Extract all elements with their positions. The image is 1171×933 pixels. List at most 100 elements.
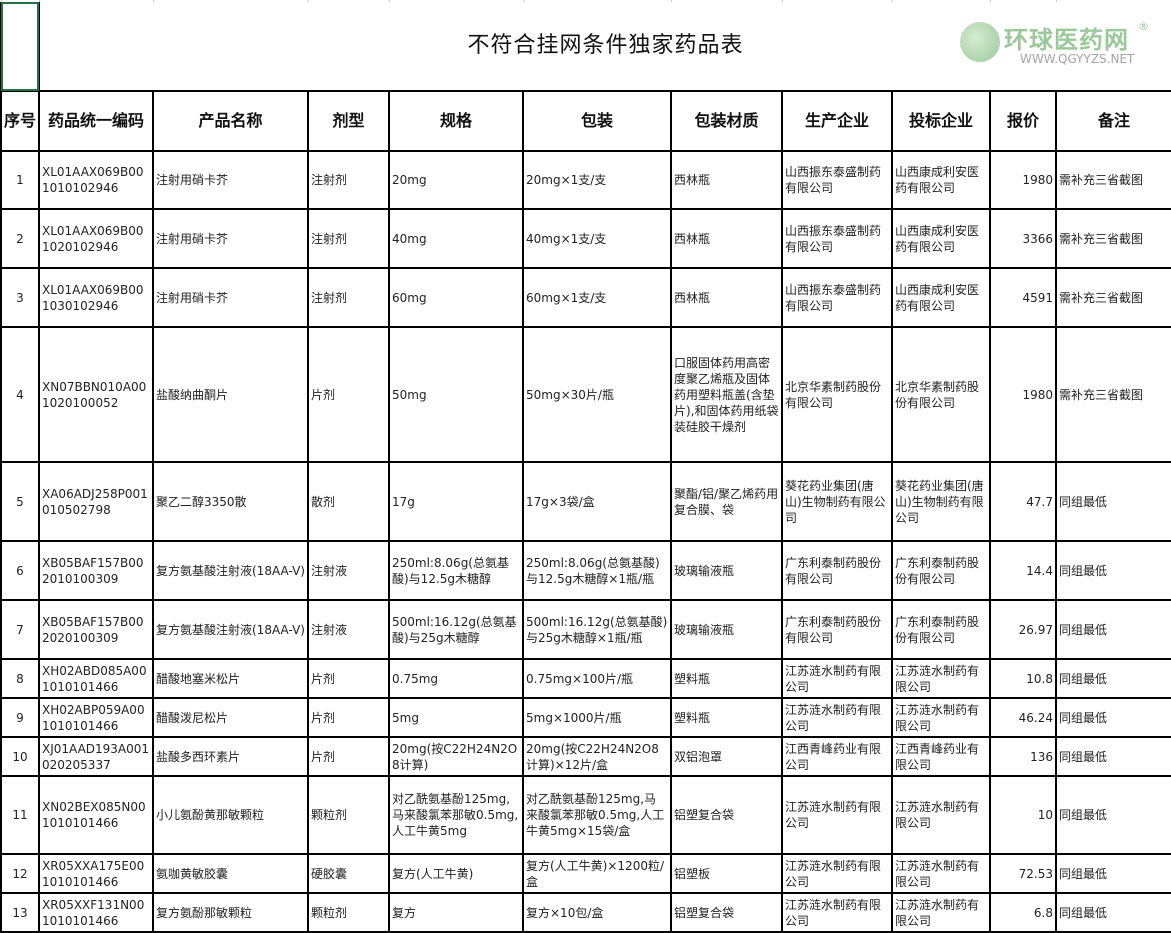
cell-form[interactable]: 片剂 xyxy=(307,697,390,738)
cell-maker[interactable]: 江苏涟水制药有限公司 xyxy=(781,775,893,855)
cell-bidder[interactable]: 山西康成利安医药有限公司 xyxy=(891,267,991,328)
cell-code[interactable]: XB05BAF157B002020100309 xyxy=(38,599,154,660)
cell-bidder[interactable]: 江苏涟水制药有限公司 xyxy=(891,658,991,699)
cell-code[interactable]: XN02BEX085N001010101466 xyxy=(38,775,154,855)
cell-name[interactable]: 复方氨酚那敏颗粒 xyxy=(152,892,309,933)
cell-pack[interactable]: 500ml:16.12g(总氨基酸)与25g木糖醇×1瓶/瓶 xyxy=(522,599,672,660)
cell-bidder[interactable]: 山西康成利安医药有限公司 xyxy=(891,208,991,269)
cell-pack[interactable]: 50mg×30片/瓶 xyxy=(522,326,672,463)
cell-bidder[interactable]: 江苏涟水制药有限公司 xyxy=(891,853,991,894)
cell-name[interactable]: 注射用硝卡芥 xyxy=(152,267,309,328)
cell-material[interactable]: 口服固体药用高密度聚乙烯瓶及固体药用塑料瓶盖(含垫片),和固体药用纸袋装硅胶干燥… xyxy=(670,326,783,463)
cell-form[interactable]: 散剂 xyxy=(307,461,390,542)
cell-maker[interactable]: 山西振东泰盛制药有限公司 xyxy=(781,267,893,328)
cell-price[interactable]: 10 xyxy=(989,775,1057,855)
cell-bidder[interactable]: 北京华素制药股份有限公司 xyxy=(891,326,991,463)
cell-note[interactable]: 同组最低 xyxy=(1055,540,1171,601)
cell-pack[interactable]: 17g×3袋/盒 xyxy=(522,461,672,542)
cell-bidder[interactable]: 江苏涟水制药有限公司 xyxy=(891,775,991,855)
cell-form[interactable]: 片剂 xyxy=(307,326,390,463)
header-pack[interactable]: 包装 xyxy=(522,90,672,152)
cell-pack[interactable]: 60mg×1支/支 xyxy=(522,267,672,328)
cell-maker[interactable]: 江苏涟水制药有限公司 xyxy=(781,697,893,738)
cell-spec[interactable]: 对乙酰氨基酚125mg,马来酸氯苯那敏0.5mg,人工牛黄5mg xyxy=(388,775,524,855)
cell-pack[interactable]: 对乙酰氨基酚125mg,马来酸氯苯那敏0.5mg,人工牛黄5mg×15袋/盒 xyxy=(522,775,672,855)
cell-no[interactable]: 3 xyxy=(0,267,40,328)
cell-note[interactable]: 需补充三省截图 xyxy=(1055,150,1171,210)
cell-form[interactable]: 注射剂 xyxy=(307,267,390,328)
cell-note[interactable]: 需补充三省截图 xyxy=(1055,326,1171,463)
header-name[interactable]: 产品名称 xyxy=(152,90,309,152)
cell-bidder[interactable]: 江苏涟水制药有限公司 xyxy=(891,892,991,933)
cell-maker[interactable]: 广东利泰制药股份有限公司 xyxy=(781,599,893,660)
cell-bidder[interactable]: 江西青峰药业有限公司 xyxy=(891,736,991,777)
cell-no[interactable]: 7 xyxy=(0,599,40,660)
cell-code[interactable]: XJ01AAD193A001020205337 xyxy=(38,736,154,777)
cell-spec[interactable]: 复方 xyxy=(388,892,524,933)
cell-spec[interactable]: 17g xyxy=(388,461,524,542)
cell-material[interactable]: 塑料瓶 xyxy=(670,658,783,699)
cell-form[interactable]: 注射剂 xyxy=(307,150,390,210)
cell-spec[interactable]: 50mg xyxy=(388,326,524,463)
cell-form[interactable]: 注射剂 xyxy=(307,208,390,269)
cell-no[interactable]: 13 xyxy=(0,892,40,933)
header-price[interactable]: 报价 xyxy=(989,90,1057,152)
cell-name[interactable]: 注射用硝卡芥 xyxy=(152,150,309,210)
cell-pack[interactable]: 250ml:8.06g(总氨基酸)与12.5g木糖醇×1瓶/瓶 xyxy=(522,540,672,601)
cell-price[interactable]: 10.8 xyxy=(989,658,1057,699)
header-note[interactable]: 备注 xyxy=(1055,90,1171,152)
cell-material[interactable]: 铝塑复合袋 xyxy=(670,892,783,933)
cell-spec[interactable]: 复方(人工牛黄) xyxy=(388,853,524,894)
cell-price[interactable]: 72.53 xyxy=(989,853,1057,894)
cell-no[interactable]: 4 xyxy=(0,326,40,463)
cell-material[interactable]: 双铝泡罩 xyxy=(670,736,783,777)
selected-cell[interactable] xyxy=(0,2,40,92)
cell-price[interactable]: 1980 xyxy=(989,326,1057,463)
cell-note[interactable]: 同组最低 xyxy=(1055,658,1171,699)
cell-maker[interactable]: 江苏涟水制药有限公司 xyxy=(781,892,893,933)
cell-form[interactable]: 片剂 xyxy=(307,736,390,777)
cell-pack[interactable]: 5mg×1000片/瓶 xyxy=(522,697,672,738)
cell-spec[interactable]: 500ml:16.12g(总氨基酸)与25g木糖醇 xyxy=(388,599,524,660)
cell-spec[interactable]: 20mg(按C22H24N2O8计算) xyxy=(388,736,524,777)
cell-name[interactable]: 醋酸泼尼松片 xyxy=(152,697,309,738)
cell-name[interactable]: 盐酸纳曲酮片 xyxy=(152,326,309,463)
cell-material[interactable]: 铝塑复合袋 xyxy=(670,775,783,855)
cell-name[interactable]: 盐酸多西环素片 xyxy=(152,736,309,777)
cell-note[interactable]: 同组最低 xyxy=(1055,697,1171,738)
cell-no[interactable]: 12 xyxy=(0,853,40,894)
cell-code[interactable]: XN07BBN010A001020100052 xyxy=(38,326,154,463)
cell-name[interactable]: 醋酸地塞米松片 xyxy=(152,658,309,699)
cell-form[interactable]: 注射液 xyxy=(307,599,390,660)
cell-pack[interactable]: 复方×10包/盒 xyxy=(522,892,672,933)
cell-material[interactable]: 玻璃输液瓶 xyxy=(670,599,783,660)
header-code[interactable]: 药品统一编码 xyxy=(38,90,154,152)
cell-note[interactable]: 同组最低 xyxy=(1055,775,1171,855)
cell-note[interactable]: 同组最低 xyxy=(1055,461,1171,542)
cell-code[interactable]: XA06ADJ258P001010502798 xyxy=(38,461,154,542)
cell-note[interactable]: 同组最低 xyxy=(1055,599,1171,660)
cell-price[interactable]: 26.97 xyxy=(989,599,1057,660)
cell-price[interactable]: 14.4 xyxy=(989,540,1057,601)
cell-no[interactable]: 11 xyxy=(0,775,40,855)
cell-name[interactable]: 注射用硝卡芥 xyxy=(152,208,309,269)
cell-price[interactable]: 1980 xyxy=(989,150,1057,210)
cell-pack[interactable]: 0.75mg×100片/瓶 xyxy=(522,658,672,699)
cell-code[interactable]: XR05XXF131N001010101466 xyxy=(38,892,154,933)
cell-material[interactable]: 塑料瓶 xyxy=(670,697,783,738)
cell-maker[interactable]: 北京华素制药股份有限公司 xyxy=(781,326,893,463)
cell-spec[interactable]: 5mg xyxy=(388,697,524,738)
cell-form[interactable]: 颗粒剂 xyxy=(307,775,390,855)
cell-no[interactable]: 9 xyxy=(0,697,40,738)
cell-code[interactable]: XB05BAF157B002010100309 xyxy=(38,540,154,601)
cell-note[interactable]: 同组最低 xyxy=(1055,892,1171,933)
cell-code[interactable]: XL01AAX069B001020102946 xyxy=(38,208,154,269)
cell-price[interactable]: 3366 xyxy=(989,208,1057,269)
cell-no[interactable]: 8 xyxy=(0,658,40,699)
cell-pack[interactable]: 复方(人工牛黄)×1200粒/盒 xyxy=(522,853,672,894)
cell-maker[interactable]: 葵花药业集团(唐山)生物制药有限公司 xyxy=(781,461,893,542)
header-bidder[interactable]: 投标企业 xyxy=(891,90,991,152)
cell-material[interactable]: 玻璃输液瓶 xyxy=(670,540,783,601)
cell-pack[interactable]: 20mg×1支/支 xyxy=(522,150,672,210)
cell-spec[interactable]: 0.75mg xyxy=(388,658,524,699)
